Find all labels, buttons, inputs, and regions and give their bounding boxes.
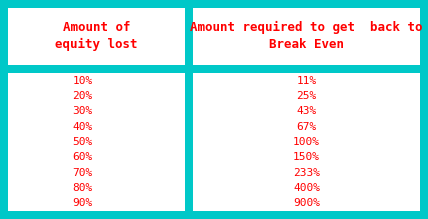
Bar [193,8,420,65]
Text: 25%: 25% [297,91,317,101]
Text: 900%: 900% [293,198,320,208]
Text: 60%: 60% [72,152,92,162]
Text: 80%: 80% [72,183,92,193]
Bar [8,8,185,65]
Bar [193,73,420,211]
Text: 10%: 10% [72,76,92,85]
Text: Amount required to get  back to
Break Even: Amount required to get back to Break Eve… [190,21,423,51]
Text: 400%: 400% [293,183,320,193]
Text: 43%: 43% [297,106,317,116]
Text: 11%: 11% [297,76,317,85]
Text: 70%: 70% [72,168,92,178]
Text: 30%: 30% [72,106,92,116]
Text: 150%: 150% [293,152,320,162]
Text: 100%: 100% [293,137,320,147]
Text: 233%: 233% [293,168,320,178]
Text: 40%: 40% [72,122,92,132]
Text: 50%: 50% [72,137,92,147]
Text: 20%: 20% [72,91,92,101]
Text: 90%: 90% [72,198,92,208]
Bar [8,73,185,211]
Text: Amount of
equity lost: Amount of equity lost [55,21,138,51]
Text: 67%: 67% [297,122,317,132]
